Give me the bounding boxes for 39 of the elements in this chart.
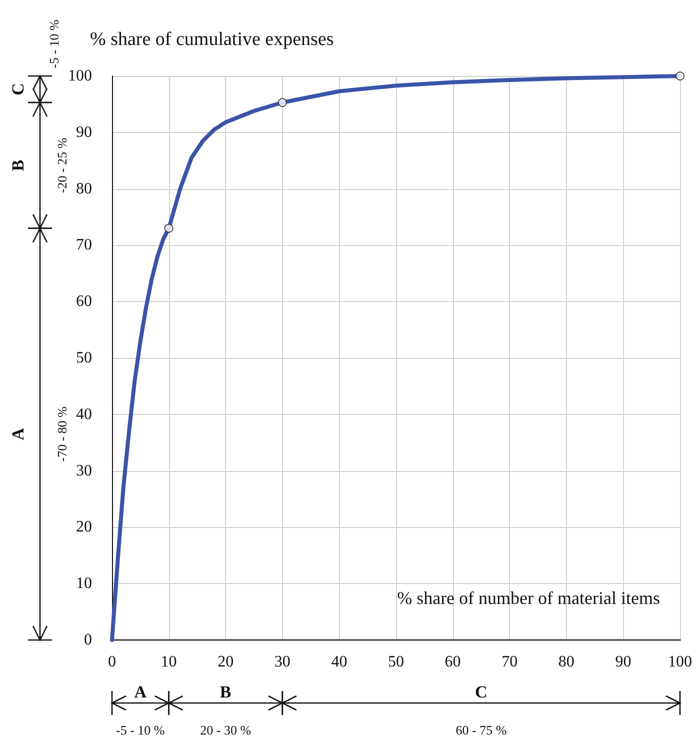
y-tick-label: 40 [76,406,92,423]
x-tick-label: 30 [274,654,290,670]
x-tick-label: 60 [444,654,461,670]
y-tick-label: 70 [76,236,92,254]
y-tick-label: 30 [76,462,92,480]
text: -5 - 10 % [46,19,62,68]
y-tick-label: 20 [76,518,92,536]
text: C [475,682,488,702]
point [676,72,684,80]
y-tick-label: 80 [76,180,92,198]
point [164,224,174,233]
text: 20 - 30 % [200,722,252,738]
y-tick-label: 0 [84,632,92,648]
y-tick-label: 50 [76,350,92,366]
x-tick-label: 10 [160,654,177,670]
text: B [8,160,28,172]
y-tick-label: 10 [76,575,92,592]
x-tick-label: 70 [502,654,518,670]
point [278,98,287,108]
x-tick-label: 80 [558,654,574,670]
y-tick-label: 90 [76,124,92,141]
y-axis-title: % share of cumulative expenses [90,29,334,50]
x-tick-label: 40 [331,654,348,670]
text: C [8,83,28,96]
text: -5 - 10 % [116,722,165,738]
text: 60 - 75 % [456,722,507,738]
x-tick-label: 20 [218,654,234,670]
x-tick-label: 100 [668,654,692,670]
y-tick-label: 60 [76,293,92,310]
x-axis-title: % share of number of material items [397,588,660,608]
text: A [134,682,148,702]
x-tick-label: 90 [615,654,632,670]
text: A [8,427,28,440]
y-tick-label: 100 [68,68,92,84]
text: B [220,682,232,702]
text: -20 - 25 % [54,138,70,194]
x-tick-label: 50 [388,654,404,670]
text: -70 - 80 % [54,406,70,462]
x-tick-label: 0 [108,654,116,670]
